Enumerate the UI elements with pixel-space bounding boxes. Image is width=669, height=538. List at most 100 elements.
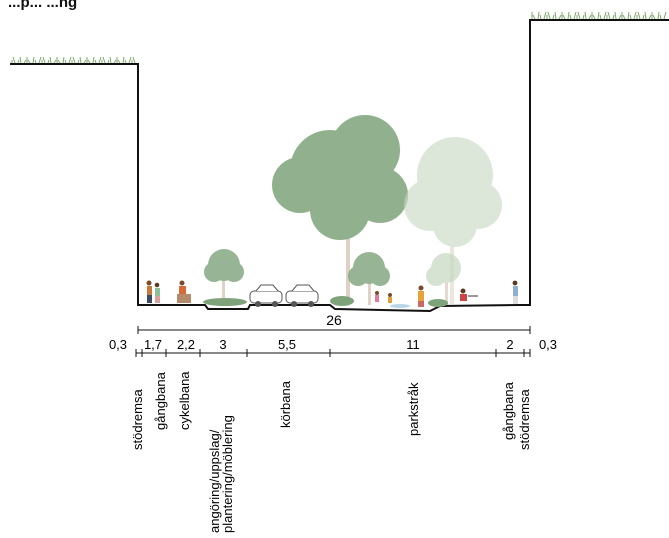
grass-blade <box>573 11 577 20</box>
grass-blade <box>582 14 585 20</box>
grass-blade <box>554 11 557 20</box>
segment-name-label: stödremsa <box>130 389 145 450</box>
grass-blade <box>637 11 641 20</box>
grass-blade <box>597 11 600 20</box>
drawing-title: ...p... ...ng <box>8 0 78 11</box>
person-child-2 <box>388 293 392 303</box>
segment-name-label: angöring/uppslag/plantering/möblering <box>207 415 235 533</box>
segment-width-label: 1,7 <box>144 337 162 352</box>
grass-blade <box>128 56 132 64</box>
segment-name-label: parkstråk <box>406 382 421 436</box>
grass-blade <box>547 11 551 20</box>
grass-blade <box>117 59 121 64</box>
grass-left <box>11 56 136 64</box>
grass-blade <box>622 14 626 20</box>
total-width-label: 26 <box>326 312 342 328</box>
grass-blade <box>584 11 587 20</box>
grass-blade <box>53 59 57 64</box>
car-right <box>285 284 319 307</box>
grass-right <box>531 11 667 20</box>
segment-ticks <box>135 349 531 357</box>
tree-small-middle <box>348 252 390 305</box>
grass-blade <box>68 56 72 64</box>
grass-blade <box>107 59 110 64</box>
grass-blade <box>539 14 542 20</box>
grass-blade <box>62 56 65 64</box>
grass-blade <box>27 59 31 64</box>
tree-large-center <box>272 115 408 305</box>
grass-blade <box>102 56 106 64</box>
grass-blade <box>537 11 540 20</box>
tree-small-right <box>426 253 461 305</box>
grass-blade <box>627 11 630 20</box>
grass-blade <box>47 59 50 64</box>
person-child-1 <box>375 291 379 302</box>
grass-blade <box>603 11 607 20</box>
grass-blade <box>77 59 80 64</box>
grass-blade <box>648 14 652 20</box>
grass-blade <box>562 14 566 20</box>
grass-blade <box>72 56 76 64</box>
segment-name-label: cykelbana <box>177 371 192 430</box>
segment-name-label: körbana <box>278 380 293 428</box>
grass-blade <box>612 14 615 20</box>
grass-blade <box>629 14 632 20</box>
grass-blade <box>577 11 581 20</box>
grass-blade <box>32 56 35 64</box>
grass-blade <box>132 56 136 64</box>
tree-small-left <box>204 249 244 305</box>
grass-blade <box>42 56 46 64</box>
grass-blade <box>94 59 97 64</box>
grass-blade <box>592 14 596 20</box>
person-seated <box>460 288 478 301</box>
grass-blade <box>558 14 562 20</box>
grass-blade <box>543 11 547 20</box>
grass-blade <box>552 14 555 20</box>
segment-width-label: 3 <box>219 337 226 352</box>
grass-blade <box>644 11 647 20</box>
segment-width-label: 2 <box>506 337 513 352</box>
grass-blade <box>79 56 82 64</box>
grass-blade <box>124 59 127 64</box>
grass-blade <box>87 59 91 64</box>
grass-blade <box>607 11 611 20</box>
grass-blade <box>567 11 570 20</box>
ground-profile-line <box>10 19 669 313</box>
grass-blade <box>34 59 37 64</box>
grass-blade <box>19 56 22 64</box>
tree-large-right <box>404 137 502 305</box>
segment-width-label: 0,3 <box>109 337 127 352</box>
grass-blade <box>49 56 52 64</box>
grass-blade <box>618 14 622 20</box>
person-pedestrian-2 <box>154 282 160 303</box>
segment-width-label: 11 <box>406 337 420 352</box>
grass-blade <box>109 56 112 64</box>
car-left <box>249 284 283 307</box>
grass-blade <box>122 56 125 64</box>
grass-blade <box>642 14 645 20</box>
people <box>146 280 518 307</box>
grass-blade <box>569 14 572 20</box>
grass-blade <box>92 56 95 64</box>
person-pedestrian-3 <box>512 280 518 304</box>
grass-blade <box>38 56 42 64</box>
grass-blade <box>599 14 602 20</box>
grass-blade <box>588 14 592 20</box>
grass-blade <box>659 14 662 20</box>
low-planting <box>203 296 448 308</box>
person-pedestrian-1 <box>146 280 152 303</box>
grass-blade <box>98 56 102 64</box>
grass-blade <box>12 56 16 64</box>
grass-blade <box>633 11 637 20</box>
grass-blade <box>57 59 61 64</box>
grass-blade <box>532 14 536 20</box>
grass-blade <box>23 59 27 64</box>
grass-blade <box>614 11 617 20</box>
grass-blade <box>83 59 87 64</box>
grass-blade <box>64 59 67 64</box>
segment-name-label: stödremsa <box>517 389 532 450</box>
grass-blade <box>652 14 656 20</box>
segment-name-label: gångbana <box>501 381 516 440</box>
